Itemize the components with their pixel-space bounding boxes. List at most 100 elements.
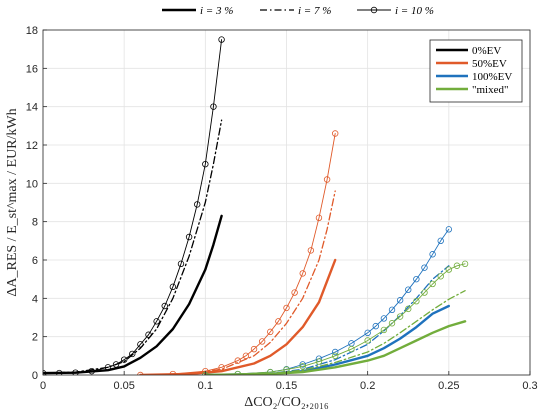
series-marker (185, 233, 193, 241)
series-marker (202, 160, 209, 168)
series-marker (88, 367, 95, 375)
series-marker (169, 370, 177, 375)
series-marker (137, 341, 144, 348)
y-tick-label: 8 (32, 217, 38, 229)
series-marker (153, 318, 160, 325)
series-marker (104, 364, 112, 371)
series-marker (137, 371, 144, 375)
series-line-1 (43, 119, 223, 374)
series-marker (421, 264, 428, 271)
series-marker (380, 315, 388, 322)
y-tick-label: 0 (32, 370, 38, 382)
series-marker (112, 361, 120, 368)
series-marker (421, 289, 428, 296)
series-marker (299, 361, 306, 368)
y-tick-label: 16 (26, 63, 38, 75)
x-tick-label: 0.15 (276, 380, 297, 392)
series-marker (258, 338, 266, 345)
series-marker (372, 322, 379, 330)
series-marker (461, 260, 469, 268)
series-marker (364, 337, 371, 344)
x-tick-label: 0.25 (438, 380, 459, 392)
y-tick-label: 6 (32, 255, 38, 267)
series-marker (120, 356, 128, 363)
series-marker (413, 298, 420, 305)
x-tick-label: 0.05 (113, 380, 134, 392)
y-axis-ticks: 0 2 4 6 8 10 12 14 16 18 (26, 25, 47, 382)
series-marker (194, 201, 201, 208)
x-axis-title: ΔCO₂/CO₂,₂₀₁₆ (244, 395, 329, 410)
series-marker (145, 331, 152, 338)
series-marker (323, 176, 331, 183)
rate-legend: i = 3 % i = 7 % i = 10 % (162, 5, 434, 17)
series-marker (388, 306, 396, 314)
series-marker (348, 345, 355, 353)
series-marker (218, 36, 225, 43)
series-marker (234, 357, 241, 364)
series-marker (453, 262, 461, 269)
series-marker (429, 280, 436, 288)
series-marker (396, 297, 404, 304)
series-marker (307, 247, 315, 254)
series-marker (267, 328, 274, 336)
y-axis-title: ΔA_RES / E_st^max / EUR/kWh (5, 108, 20, 296)
series-marker (332, 348, 339, 356)
x-axis-ticks: 0 0.05 0.1 0.15 0.2 0.25 0.3 (40, 371, 538, 392)
rate-legend-label: i = 7 % (298, 5, 331, 17)
scenario-legend-label: "mixed" (472, 84, 508, 96)
series-line-5 (139, 133, 336, 375)
rate-legend-label: i = 10 % (395, 5, 434, 17)
series-line-4 (139, 190, 336, 375)
series-marker (218, 364, 225, 371)
x-tick-label: 0.2 (360, 380, 375, 392)
series-marker (315, 214, 323, 222)
series-marker (364, 329, 371, 337)
series-marker (445, 266, 453, 273)
series-marker (234, 370, 241, 375)
y-tick-label: 18 (26, 25, 38, 37)
series-line-7 (204, 265, 450, 375)
series-marker (437, 273, 444, 280)
series-marker (445, 226, 453, 233)
rate-legend-label: i = 3 % (200, 5, 233, 17)
series-marker (299, 270, 306, 277)
series-line-10 (204, 290, 466, 375)
series-marker (56, 369, 63, 375)
y-tick-label: 2 (32, 332, 38, 344)
scenario-legend-label: 50%EV (472, 58, 507, 70)
series-marker (72, 369, 79, 375)
series-layer (43, 36, 469, 375)
series-marker (250, 345, 258, 353)
series-marker (169, 283, 177, 291)
series-marker (129, 350, 136, 358)
x-tick-label: 0.1 (198, 380, 213, 392)
rate-legend-marker (370, 6, 378, 14)
series-marker (405, 286, 412, 293)
x-tick-label: 0 (40, 380, 46, 392)
y-tick-label: 10 (26, 178, 38, 190)
series-line-0 (43, 214, 223, 375)
series-marker (315, 358, 323, 365)
x-tick-label: 0.3 (522, 380, 537, 392)
series-marker (210, 103, 217, 110)
series-marker (291, 289, 298, 296)
series-line-9 (204, 320, 467, 375)
series-marker (275, 318, 282, 325)
series-marker (161, 302, 168, 310)
scenario-legend-label: 0%EV (472, 45, 501, 57)
series-marker (380, 326, 388, 334)
series-marker (283, 304, 290, 312)
series-marker (299, 363, 306, 370)
series-marker (437, 237, 444, 245)
series-marker (242, 352, 250, 360)
series-marker (396, 313, 404, 320)
series-marker (429, 251, 436, 258)
series-marker (332, 352, 339, 360)
series-marker (388, 320, 396, 327)
series-line-2 (43, 39, 223, 374)
y-tick-label: 12 (26, 140, 38, 152)
y-tick-label: 14 (26, 102, 38, 114)
series-marker (405, 305, 412, 313)
